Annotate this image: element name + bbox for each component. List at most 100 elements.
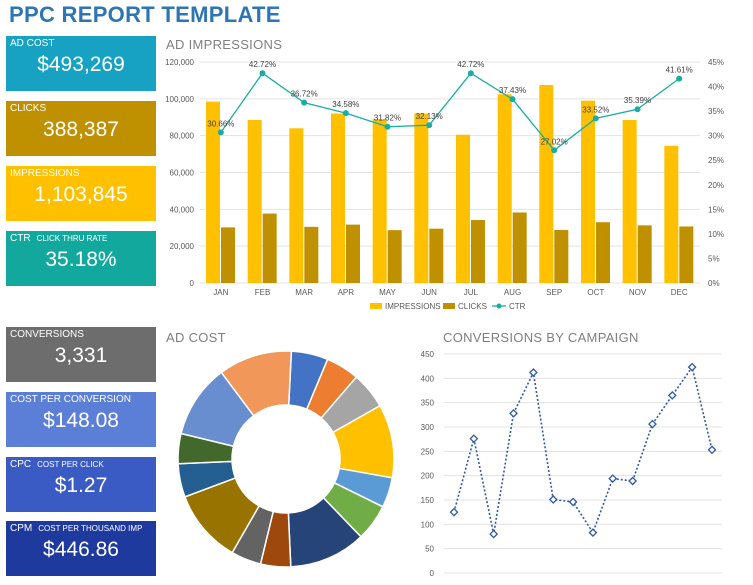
x-tick-label: FEB — [255, 288, 271, 297]
y2-tick-label: 40% — [708, 83, 724, 92]
kpi-value: $148.08 — [43, 409, 119, 432]
ctr-data-label: 35.39% — [624, 96, 651, 105]
impressions-bar — [247, 120, 262, 283]
kpi-cpm: CPM COST PER THOUSAND IMP $446.86 — [6, 521, 156, 576]
clicks-bar — [471, 220, 485, 283]
x-tick-label: JUN — [421, 288, 437, 297]
kpi-ad-cost: AD COST $493,269 — [6, 36, 156, 91]
legend-impressions-swatch — [370, 303, 382, 309]
y-tick-label: 300 — [421, 423, 435, 432]
x-tick-label: AUG — [504, 288, 521, 297]
kpi-cost-per-conversion: COST PER CONVERSION $148.08 — [6, 392, 156, 447]
ad-cost-chart-title: AD COST — [166, 330, 226, 345]
impressions-bar — [456, 134, 470, 283]
y-tick-label: 80,000 — [170, 132, 195, 141]
ctr-data-label: 27.02% — [541, 137, 568, 146]
impressions-bar — [372, 119, 387, 283]
impressions-bar — [289, 128, 304, 283]
clicks-bar — [304, 226, 319, 283]
y-tick-label: 50 — [425, 545, 434, 554]
conversions-point — [489, 529, 499, 539]
ctr-point — [259, 70, 266, 77]
conversions-point — [667, 390, 677, 400]
y2-tick-label: 45% — [708, 58, 724, 67]
ctr-line — [220, 72, 680, 152]
x-tick-label: OCT — [587, 288, 604, 297]
kpi-value: 35.18% — [45, 248, 117, 271]
kpi-label: IMPRESSIONS — [10, 168, 80, 179]
y-tick-label: 100,000 — [165, 95, 194, 104]
ctr-point — [676, 75, 683, 82]
clicks-bar — [679, 226, 694, 283]
y-tick-label: 0 — [430, 569, 435, 578]
kpi-value: 1,103,845 — [34, 183, 128, 206]
y-tick-label: 20,000 — [170, 242, 195, 251]
impressions-chart-title: AD IMPRESSIONS — [166, 37, 283, 52]
ctr-point — [426, 122, 433, 129]
x-tick-label: MAR — [295, 288, 313, 297]
impressions-bar — [539, 85, 554, 283]
ctr-data-label: 31.82% — [374, 114, 401, 123]
y2-tick-label: 20% — [708, 181, 724, 190]
conversions-point — [628, 476, 638, 486]
y-tick-label: 0 — [190, 279, 195, 288]
kpi-value: 388,387 — [43, 118, 119, 141]
ctr-data-label: 36.72% — [291, 90, 318, 99]
clicks-bar — [554, 229, 569, 283]
y-tick-label: 350 — [421, 399, 435, 408]
ctr-point — [592, 115, 599, 122]
kpi-cpc: CPC COST PER CLICK $1.27 — [6, 457, 156, 512]
kpi-clicks: CLICKS 388,387 — [6, 101, 156, 156]
conversions-point — [707, 445, 717, 455]
kpi-label: AD COST — [10, 38, 55, 49]
legend-clicks-label: CLICKS — [458, 302, 487, 311]
kpi-label: CLICKS — [10, 103, 47, 114]
conversions-point — [469, 434, 479, 444]
page-title: PPC REPORT TEMPLATE — [9, 2, 281, 27]
y-tick-label: 200 — [421, 472, 435, 481]
donut-slice — [220, 350, 293, 417]
kpi-label: COST PER CONVERSION — [10, 394, 131, 405]
ctr-point — [634, 106, 641, 113]
y2-tick-label: 15% — [708, 205, 724, 214]
impressions-bar — [206, 101, 220, 284]
conversions-point — [509, 408, 518, 418]
impressions-bar — [664, 145, 679, 283]
conversions-point — [608, 474, 618, 484]
ctr-data-label: 32.13% — [416, 112, 443, 121]
x-tick-label: MAY — [379, 288, 396, 297]
conversions-point — [568, 497, 578, 507]
x-tick-label: JAN — [213, 288, 228, 297]
ctr-point — [509, 96, 516, 103]
kpi-label: CPC COST PER CLICK — [10, 459, 104, 470]
kpi-impressions: IMPRESSIONS 1,103,845 — [6, 166, 156, 221]
kpi-ctr: CTR CLICK THRU RATE 35.18% — [6, 231, 156, 286]
clicks-bar — [429, 228, 444, 283]
y-tick-label: 250 — [421, 447, 435, 456]
x-tick-label: APR — [338, 288, 355, 297]
ctr-data-label: 42.72% — [457, 60, 484, 69]
clicks-bar — [596, 222, 610, 283]
ctr-data-label: 41.61% — [666, 66, 693, 75]
ctr-data-label: 37.43% — [499, 86, 526, 95]
conversions-point — [588, 528, 598, 538]
y2-tick-label: 10% — [708, 230, 724, 239]
ctr-data-label: 33.52% — [582, 105, 609, 114]
impressions-bar — [581, 100, 595, 283]
ctr-point — [467, 70, 474, 77]
conversions-point — [648, 419, 657, 429]
y-tick-label: 450 — [421, 350, 435, 359]
ctr-point — [301, 99, 308, 106]
y-tick-label: 40,000 — [170, 205, 195, 214]
ctr-point — [342, 110, 349, 117]
y2-tick-label: 25% — [708, 156, 724, 165]
clicks-bar — [262, 213, 277, 283]
conversions-point — [548, 495, 558, 504]
y-tick-label: 150 — [421, 496, 435, 505]
y2-tick-label: 5% — [708, 254, 720, 263]
ctr-data-label: 42.72% — [249, 60, 276, 69]
kpi-conversions: CONVERSIONS 3,331 — [6, 327, 156, 382]
kpi-value: $493,269 — [37, 53, 125, 76]
clicks-bar — [221, 227, 235, 283]
y-tick-label: 120,000 — [165, 58, 194, 67]
